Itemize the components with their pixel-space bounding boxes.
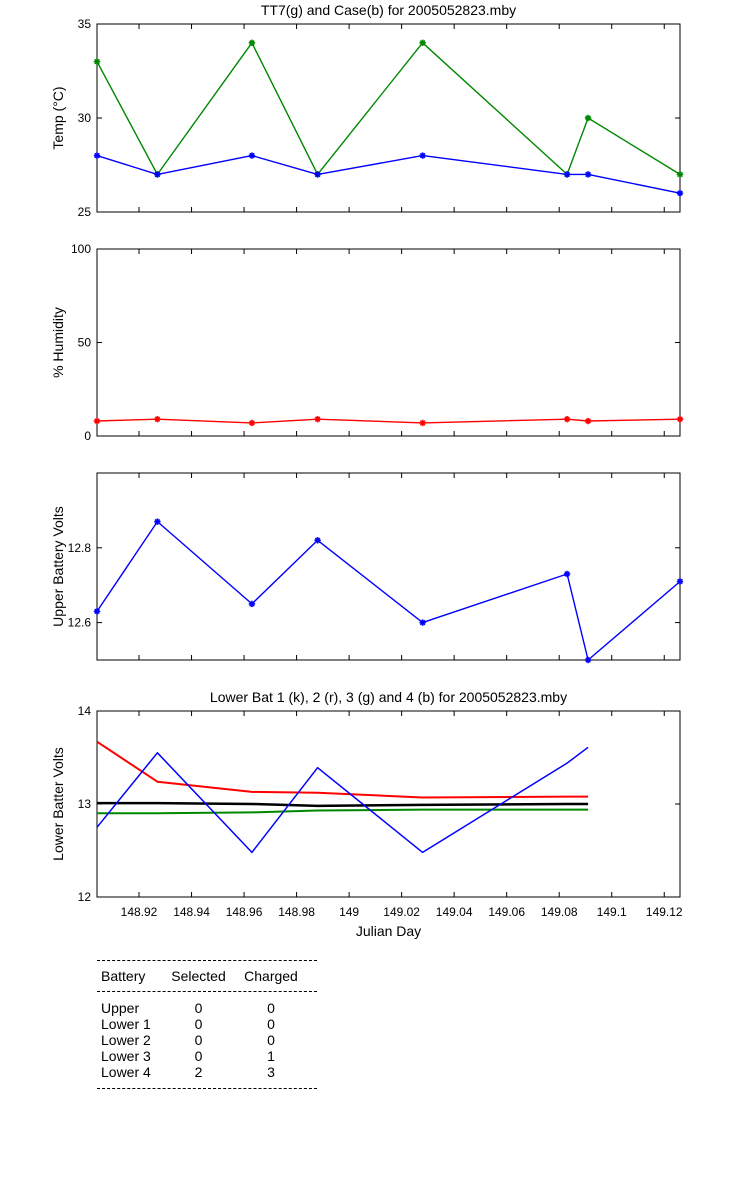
x-tick-label: 149.08	[541, 905, 578, 919]
table-header-row: Battery Selected Charged	[97, 961, 317, 991]
x-tick-label: 148.92	[121, 905, 158, 919]
row-battery: Upper	[101, 1000, 140, 1016]
data-point	[314, 171, 321, 178]
data-point	[154, 518, 161, 525]
x-tick-label: 149.02	[383, 905, 420, 919]
table-row: Lower 2 0 0	[97, 1032, 317, 1048]
y-tick-label: 12.6	[68, 616, 92, 630]
y-tick-label: 12.8	[68, 541, 92, 555]
y-tick-label: 35	[78, 17, 92, 31]
row-charged: 3	[267, 1064, 275, 1080]
y-tick-label: 13	[78, 797, 92, 811]
x-tick-label: 149.04	[436, 905, 473, 919]
series-line-lower_battery-2	[97, 801, 589, 808]
header-selected: Selected	[171, 968, 226, 984]
series-line-humidity-0	[96, 418, 681, 424]
y-axis-label: Temp (°C)	[50, 86, 66, 149]
data-point	[419, 152, 426, 159]
row-selected: 0	[194, 1032, 203, 1048]
data-point	[248, 600, 256, 608]
row-battery: Lower 2	[101, 1032, 151, 1048]
data-point	[584, 417, 592, 425]
y-axis-label: Lower Batter Volts	[50, 747, 66, 861]
x-tick-label: 148.98	[278, 905, 315, 919]
y-tick-label: 12	[78, 890, 92, 904]
data-point	[314, 537, 321, 544]
x-tick-label: 149.1	[597, 905, 627, 919]
row-selected: 0	[194, 1000, 203, 1016]
y-axis-label: % Humidity	[50, 307, 66, 378]
figure: 25 30 35 TT7(g) and Case(b) for 2005052823.…	[50, 2, 684, 939]
data-point	[676, 190, 684, 197]
y-tick-label: 100	[71, 242, 91, 256]
x-tick-label: 149	[339, 905, 359, 919]
series-line-temp-1	[96, 154, 681, 194]
y-tick-label: 50	[78, 336, 92, 350]
x-tick-label: 149.12	[646, 905, 683, 919]
series-line-lower_battery-1	[97, 808, 589, 815]
data-point	[93, 608, 101, 615]
table-header-rule	[97, 991, 317, 992]
data-point	[419, 39, 426, 46]
x-tick-label: 148.96	[226, 905, 263, 919]
row-selected: 0	[194, 1016, 203, 1032]
header-battery: Battery	[101, 968, 146, 984]
data-point	[248, 419, 256, 427]
data-point	[676, 578, 684, 585]
table-row: Upper 0 0	[97, 1000, 317, 1016]
data-point	[563, 171, 571, 178]
table-row: Lower 1 0 0	[97, 1016, 317, 1032]
series-line-upper_battery-0	[96, 520, 681, 661]
x-tick-label: 148.94	[173, 905, 210, 919]
row-charged: 0	[267, 1016, 275, 1032]
x-tick-label: 149.06	[488, 905, 525, 919]
y-axis-label: Upper Battery Volts	[50, 506, 66, 627]
row-charged: 0	[267, 1032, 275, 1048]
chart-title: Lower Bat 1 (k), 2 (r), 3 (g) and 4 (b) …	[210, 689, 567, 705]
series-line-lower_battery-3	[96, 746, 589, 854]
data-point	[584, 656, 592, 664]
row-battery: Lower 3	[101, 1048, 151, 1064]
row-selected: 2	[194, 1064, 203, 1080]
y-tick-label: 30	[78, 111, 92, 125]
plot-frame-temp	[96, 23, 681, 213]
y-tick-label: 0	[84, 429, 91, 443]
table-bottom-rule	[97, 1088, 317, 1089]
row-selected: 0	[194, 1048, 203, 1064]
plot-frame-upper_battery	[96, 472, 681, 661]
chart-title: TT7(g) and Case(b) for 2005052823.mby	[261, 2, 516, 18]
row-charged: 0	[267, 1000, 275, 1016]
data-point	[93, 58, 101, 65]
data-point	[676, 415, 684, 423]
table-row: Lower 4 2 3	[97, 1064, 317, 1080]
row-charged: 1	[267, 1048, 275, 1064]
plot-frame-humidity	[96, 248, 681, 437]
row-battery: Lower 1	[101, 1016, 151, 1032]
data-point	[676, 171, 684, 178]
series-line-lower_battery-0	[96, 740, 589, 799]
data-point	[154, 415, 161, 423]
data-point	[563, 570, 571, 578]
data-point	[584, 114, 592, 122]
data-point	[563, 415, 571, 423]
y-tick-label: 14	[78, 704, 92, 718]
data-point	[248, 39, 256, 46]
data-point	[154, 171, 161, 178]
data-point	[93, 417, 101, 425]
row-battery: Lower 4	[101, 1064, 151, 1080]
data-point	[314, 415, 321, 423]
x-axis-label: Julian Day	[356, 923, 421, 939]
battery-table: Battery Selected Charged Upper 0 0 Lower…	[97, 960, 317, 1089]
data-point	[93, 152, 101, 159]
data-point	[248, 152, 256, 159]
series-line-temp-0	[96, 42, 681, 176]
table-row: Lower 3 0 1	[97, 1048, 317, 1064]
y-tick-label: 25	[78, 205, 92, 219]
data-point	[584, 171, 592, 178]
data-point	[419, 419, 426, 427]
header-charged: Charged	[244, 968, 298, 984]
data-point	[419, 619, 426, 626]
table-top-rule	[97, 960, 317, 961]
